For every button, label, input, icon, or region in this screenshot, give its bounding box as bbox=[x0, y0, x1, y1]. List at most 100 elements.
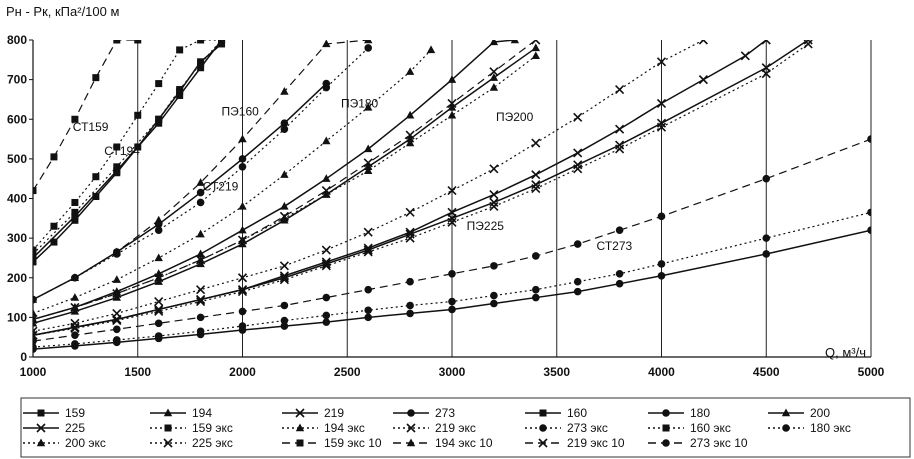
grid bbox=[32, 40, 872, 357]
x-tick-label: 1500 bbox=[124, 365, 151, 379]
data-point bbox=[196, 327, 205, 336]
data-point bbox=[448, 297, 456, 306]
data-point bbox=[71, 208, 79, 216]
data-point bbox=[196, 255, 206, 265]
data-point bbox=[426, 45, 436, 54]
data-point bbox=[70, 323, 80, 334]
data-point bbox=[71, 340, 79, 348]
data-point bbox=[447, 217, 457, 227]
legend-label: 219 экс 10 bbox=[567, 436, 625, 450]
data-point bbox=[761, 69, 771, 79]
data-point bbox=[573, 240, 582, 248]
legend-swatch-marker bbox=[406, 423, 416, 433]
series-lines bbox=[33, 40, 871, 353]
data-point bbox=[280, 301, 289, 310]
data-point bbox=[657, 271, 666, 280]
y-tick-label: 400 bbox=[7, 192, 27, 206]
data-point bbox=[33, 326, 38, 336]
data-point bbox=[573, 160, 583, 170]
data-point bbox=[238, 201, 247, 210]
data-point bbox=[33, 308, 38, 317]
series-line bbox=[33, 40, 222, 251]
legend-label: 225 экс bbox=[192, 436, 233, 450]
data-point bbox=[218, 40, 226, 44]
data-point bbox=[112, 275, 121, 283]
legend-item: 159 экс bbox=[150, 421, 233, 435]
series-annotation: СТ273 bbox=[597, 239, 633, 253]
data-point bbox=[237, 287, 248, 297]
series-159-экс bbox=[33, 40, 226, 254]
data-point bbox=[447, 213, 457, 223]
axes: 0 100 200 300 400 500 600 700 800 1000 1500 2000 250… bbox=[7, 33, 885, 379]
data-point bbox=[322, 40, 331, 48]
data-point bbox=[196, 296, 206, 307]
legend-item: 273 экс 10 bbox=[648, 436, 748, 450]
x-tick-label: 4000 bbox=[648, 365, 675, 379]
data-point bbox=[364, 285, 373, 294]
legend-label: 273 bbox=[435, 406, 455, 420]
data-point bbox=[33, 330, 38, 340]
data-point bbox=[762, 234, 771, 242]
data-point bbox=[154, 296, 164, 307]
y-tick-label: 700 bbox=[7, 73, 27, 87]
data-point bbox=[532, 285, 540, 294]
data-point bbox=[113, 143, 121, 151]
data-point bbox=[154, 253, 163, 262]
legend-item: 219 экс bbox=[393, 421, 476, 435]
data-point bbox=[615, 144, 625, 154]
legend-label: 200 bbox=[810, 406, 830, 420]
data-point bbox=[573, 287, 582, 296]
data-point bbox=[196, 285, 206, 295]
data-point bbox=[406, 301, 414, 310]
y-tick-label: 500 bbox=[7, 152, 27, 166]
data-point bbox=[363, 245, 373, 255]
legend-item: 180 bbox=[648, 406, 710, 420]
x-tick-label: 3000 bbox=[439, 365, 466, 379]
x-tick-label: 5000 bbox=[858, 365, 885, 379]
data-point bbox=[447, 98, 457, 108]
data-point bbox=[364, 102, 373, 111]
data-point bbox=[405, 134, 415, 143]
data-point bbox=[573, 112, 583, 122]
x-tick-label: 3500 bbox=[543, 365, 570, 379]
data-point bbox=[279, 273, 289, 283]
data-point bbox=[196, 313, 205, 322]
data-point bbox=[531, 184, 541, 194]
y-tick-label: 800 bbox=[7, 33, 27, 47]
data-point bbox=[322, 83, 331, 92]
data-point bbox=[867, 135, 871, 143]
series-160-экс bbox=[33, 40, 226, 258]
data-point bbox=[405, 67, 415, 75]
data-point bbox=[218, 40, 226, 48]
series-159-экс-10 bbox=[33, 40, 142, 195]
data-point bbox=[615, 226, 624, 234]
data-point bbox=[196, 178, 205, 186]
data-point bbox=[447, 110, 457, 119]
legend-label: 225 bbox=[65, 421, 85, 435]
legend-label: 160 bbox=[567, 406, 587, 420]
series-line bbox=[33, 40, 138, 191]
legend-swatch-marker bbox=[407, 409, 415, 417]
data-point bbox=[280, 201, 289, 210]
data-point bbox=[279, 261, 289, 271]
data-point bbox=[803, 40, 813, 49]
data-point bbox=[33, 337, 37, 345]
data-point bbox=[489, 40, 499, 46]
data-point bbox=[405, 233, 415, 243]
data-point bbox=[196, 229, 205, 238]
data-point bbox=[531, 40, 541, 45]
legend-swatch-marker bbox=[164, 424, 172, 432]
data-point bbox=[322, 136, 331, 145]
legend-label: 219 экс bbox=[435, 421, 476, 435]
series-line bbox=[33, 43, 809, 336]
data-point bbox=[154, 273, 164, 283]
data-point bbox=[196, 249, 205, 258]
data-point bbox=[196, 198, 205, 207]
x-axis-title: Q, м³/ч bbox=[825, 345, 866, 360]
data-point bbox=[489, 201, 499, 211]
data-point bbox=[113, 163, 121, 171]
legend-item: 160 bbox=[525, 406, 587, 420]
legend-swatch-marker bbox=[406, 438, 416, 447]
